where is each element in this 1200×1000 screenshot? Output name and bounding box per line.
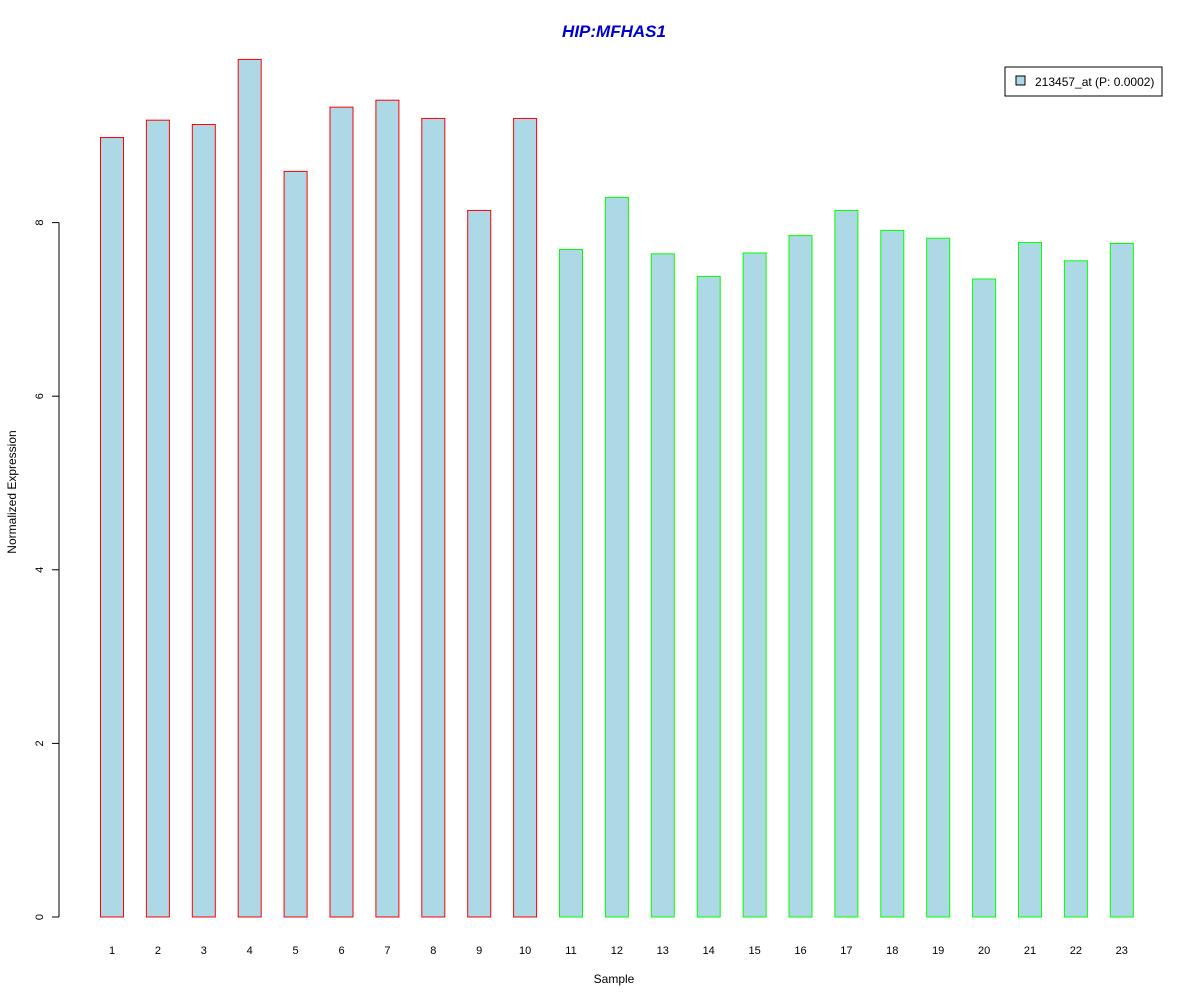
x-tick-label: 23 (1116, 945, 1128, 957)
y-tick-label: 8 (34, 220, 46, 226)
x-tick-label: 1 (109, 945, 115, 957)
bar-sample-23 (1109, 242, 1134, 918)
bar-sample-6 (329, 106, 354, 918)
y-tick-label: 2 (34, 740, 46, 746)
y-tick-label: 4 (34, 567, 46, 573)
bar-sample-9 (467, 209, 492, 918)
y-tick-label: 6 (34, 393, 46, 399)
bar-sample-17 (834, 209, 859, 918)
y-axis: 0 2 4 6 8 (34, 220, 60, 920)
x-tick-label: 19 (932, 945, 944, 957)
x-tick-label: 20 (978, 945, 990, 957)
x-tick-label: 6 (338, 945, 344, 957)
x-tick-label: 18 (886, 945, 898, 957)
bar-sample-14 (696, 275, 721, 918)
bar-sample-11 (559, 249, 583, 918)
x-tick-label: 5 (293, 945, 299, 957)
bar-sample-7 (375, 99, 400, 918)
bar-sample-22 (1063, 260, 1088, 918)
bar-sample-3 (191, 124, 216, 918)
legend-box (1004, 66, 1163, 97)
x-tick-label: 9 (476, 945, 482, 957)
x-tick-label: 11 (565, 945, 576, 957)
bars (100, 58, 1134, 918)
x-tick-label: 17 (840, 945, 852, 957)
x-tick-label: 10 (519, 945, 531, 957)
bar-sample-19 (926, 237, 951, 918)
y-axis-label: Normalized Expression (5, 430, 19, 553)
bar-sample-5 (283, 170, 308, 918)
legend-label: 213457_at (P: 0.0002) (1035, 75, 1154, 89)
x-tick-label: 14 (703, 945, 715, 957)
bar-sample-1 (100, 137, 124, 918)
legend-swatch (1015, 75, 1026, 86)
y-tick-label: 0 (34, 914, 46, 920)
legend: 213457_at (P: 0.0002) (1004, 66, 1163, 97)
chart-title: HIP:MFHAS1 (562, 22, 666, 41)
x-tick-label: 13 (657, 945, 669, 957)
bar-sample-2 (145, 119, 170, 918)
bar-sample-10 (513, 117, 538, 918)
x-tick-label: 7 (384, 945, 390, 957)
x-tick-label: 4 (247, 945, 253, 957)
x-tick-label: 12 (611, 945, 623, 957)
x-tick-label: 15 (748, 945, 760, 957)
bar-sample-4 (237, 58, 262, 918)
bar-sample-16 (788, 235, 813, 918)
bar-sample-13 (650, 253, 675, 918)
bar-sample-15 (742, 252, 767, 918)
x-tick-label: 3 (201, 945, 207, 957)
bar-sample-8 (421, 117, 446, 918)
bar-sample-12 (604, 196, 629, 918)
bar-sample-20 (972, 278, 997, 918)
bar-sample-21 (1018, 242, 1042, 918)
x-tick-label: 22 (1070, 945, 1082, 957)
x-tick-label: 21 (1024, 945, 1036, 957)
bar-sample-18 (880, 229, 905, 918)
x-tick-label: 8 (430, 945, 436, 957)
x-axis-label: Sample (594, 972, 635, 986)
x-tick-label: 16 (794, 945, 806, 957)
x-tick-labels: 1 2 3 4 5 6 7 8 9 10 11 12 13 14 15 16 17 18 19 20 21 22 23 (109, 945, 1128, 957)
x-tick-label: 2 (155, 945, 161, 957)
